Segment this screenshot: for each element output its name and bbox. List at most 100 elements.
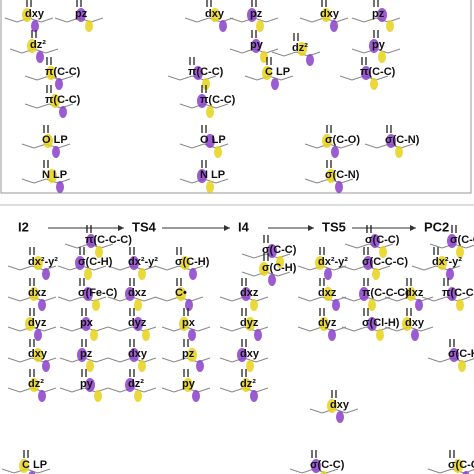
orbital-lobe	[193, 66, 203, 80]
orbital-lobe	[202, 78, 210, 90]
molecule-bond	[95, 357, 109, 363]
orbital-lobe	[446, 268, 454, 280]
molecule-bond	[107, 387, 121, 393]
molecule-bond	[420, 326, 434, 332]
orbital-lobe	[85, 20, 93, 32]
molecule-bond	[7, 296, 21, 302]
orbital-lobe	[241, 287, 251, 301]
orbital-lobe	[46, 66, 56, 80]
molecule-bond	[100, 243, 114, 249]
orbital-label: π(C-C-C)	[362, 287, 409, 299]
molecule-bond	[24, 103, 38, 109]
molecule-bond	[24, 75, 38, 81]
labels: dxy pz dxy pz dxy pz dz² py dz² py π(C-C) π(C-C) C L…	[18, 8, 474, 471]
orbital-lobe	[462, 471, 470, 474]
orbital-lobe	[402, 317, 412, 331]
molecule-bond	[64, 243, 78, 249]
molecule-bond	[59, 326, 73, 332]
orbital-lobe	[185, 299, 193, 311]
orbital-lobe	[331, 146, 339, 158]
orbital-lobe	[125, 287, 135, 301]
molecule-bond	[179, 75, 193, 81]
orbital-label: σ(C-N)	[325, 169, 360, 181]
orbital-lobe	[456, 299, 464, 311]
orbital-lobe	[25, 317, 35, 331]
molecule-bond	[309, 296, 323, 302]
orbital-lobe	[36, 51, 44, 63]
molecule-bond	[375, 75, 389, 81]
orbital-lobe	[56, 181, 64, 193]
orbital-label: dxy	[25, 8, 45, 20]
orbital-label: σ(Fe-C)	[78, 287, 118, 299]
orbital-lobe	[254, 329, 262, 341]
molecule-bond	[143, 357, 157, 363]
orbital-lobe	[210, 8, 220, 22]
orbital-label: dyz	[28, 317, 47, 329]
orbital-lobe	[43, 134, 53, 148]
molecule-bond	[421, 296, 435, 302]
orbital-label: σ(C-C)	[448, 459, 474, 471]
orbital-lobe	[247, 8, 257, 22]
orbital-label: dx²-y²	[128, 256, 158, 268]
orbital-label: pz	[182, 348, 195, 360]
orbital-lobe	[250, 390, 258, 402]
orbital-lobe	[250, 299, 258, 311]
orbital-lobe	[133, 317, 143, 331]
molecule-bond	[43, 326, 57, 332]
orbital-label: π(C-C)	[45, 94, 81, 106]
orbital-label: dx²-y²	[432, 256, 462, 268]
molecule-bond	[45, 48, 59, 54]
molecule-bond	[439, 468, 453, 474]
molecule-bond	[57, 265, 71, 271]
orbital-lobe	[326, 169, 336, 183]
molecule-bond	[219, 296, 233, 302]
orbital-label: dyz	[318, 317, 337, 329]
molecule-bond	[179, 103, 193, 109]
orbital-label: σ(C-C)	[310, 459, 345, 471]
orbital-lobe	[86, 234, 96, 248]
orbital-lobe	[321, 8, 331, 22]
orbital-label: π(C-C)	[200, 94, 236, 106]
molecule-bond	[40, 17, 54, 23]
orbital-lobe	[324, 268, 332, 280]
molecule-bond	[265, 17, 279, 23]
molecule-bond	[57, 143, 71, 149]
orbital-lobe	[34, 329, 42, 341]
molecule-bond	[255, 296, 269, 302]
molecule-bond	[304, 143, 318, 149]
molecule-bond	[161, 357, 175, 363]
orbital-lobe	[370, 78, 378, 90]
orbital-label: pz	[372, 8, 385, 20]
molecule-bond	[351, 17, 365, 23]
orbital-lobe	[142, 329, 150, 341]
molecule-bond	[143, 296, 157, 302]
orbital-lobe	[458, 360, 466, 372]
orbital-lobe	[370, 234, 380, 248]
orbital-lobe	[251, 39, 261, 53]
orbital-label: py	[80, 378, 94, 390]
orbital-lobe	[379, 246, 387, 258]
molecule-bond	[179, 178, 193, 184]
molecule-bond	[341, 326, 355, 332]
orbital-lobe	[206, 106, 214, 118]
orbital-lobe	[192, 390, 200, 402]
orbital-label: dxy	[205, 8, 225, 20]
molecule-bond	[9, 48, 23, 54]
orbital-label: dz²	[128, 378, 144, 390]
orbital-lobe	[336, 411, 344, 423]
molecule-bond	[7, 357, 21, 363]
orbital-lobe	[179, 317, 189, 331]
molecule-bond	[107, 265, 121, 271]
orbital-label: dxz	[128, 287, 147, 299]
orbital-label: py	[182, 378, 196, 390]
molecule-bond	[197, 387, 211, 393]
orbital-label: C•	[175, 287, 187, 299]
orbital-label: dxz	[318, 287, 337, 299]
molecule-bond	[107, 296, 121, 302]
orbital-lobe	[311, 459, 321, 473]
molecule-bond	[7, 387, 21, 393]
molecule-bond	[4, 17, 18, 23]
molecule-bond	[21, 143, 35, 149]
orbital-lobe	[246, 360, 254, 372]
